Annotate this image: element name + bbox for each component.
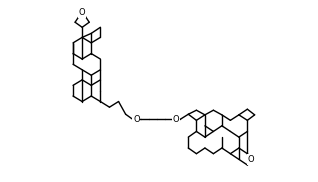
Text: O: O [79,8,86,17]
Text: O: O [247,155,254,164]
Text: O: O [173,115,179,124]
Text: O: O [133,115,140,124]
